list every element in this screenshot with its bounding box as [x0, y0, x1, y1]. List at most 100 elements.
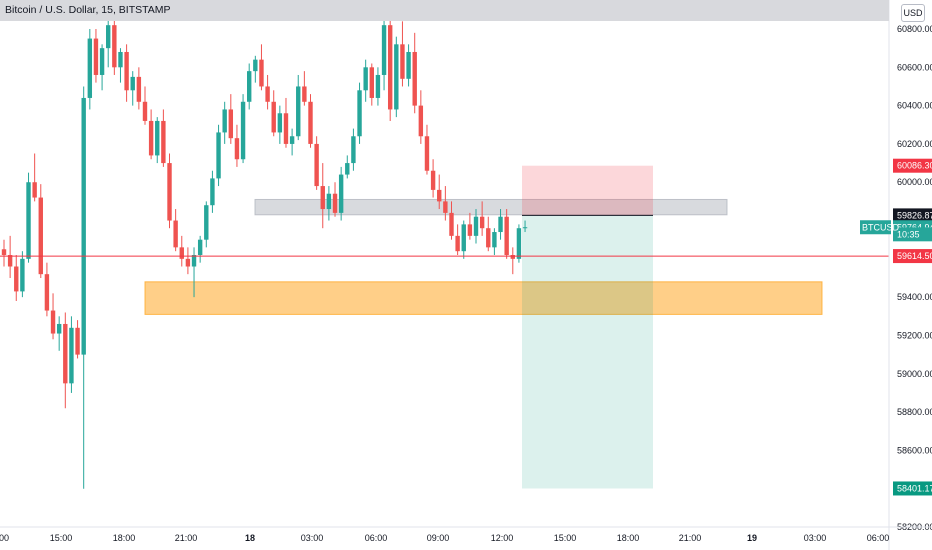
symbol-label-text: BTCUSD — [862, 222, 900, 232]
price-tick-label: 60800.00 — [897, 24, 932, 34]
candle-body — [461, 224, 466, 252]
candle-body — [479, 216, 485, 229]
time-tick-label: 21:00 — [175, 533, 198, 543]
price-tick-label: 60200.00 — [897, 139, 932, 149]
candle-body — [20, 258, 25, 292]
candle-body — [185, 258, 191, 267]
candle-body — [510, 255, 515, 259]
price-label-box — [893, 208, 932, 223]
candle-body — [320, 186, 325, 210]
price-axis[interactable]: 58200.0058400.0058600.0058800.0059000.00… — [888, 0, 932, 550]
candle-body — [369, 67, 374, 98]
candle-body — [492, 232, 497, 248]
price-label-text: 10:35 — [897, 229, 920, 239]
position-stop-zone[interactable] — [522, 165, 653, 216]
price-label-text: 59764.94 — [897, 222, 932, 232]
candle-body — [75, 327, 80, 355]
price-tick-label: 60000.00 — [897, 177, 932, 187]
candle-body — [222, 109, 227, 133]
currency-button[interactable]: USD — [901, 4, 925, 22]
candle-body — [363, 67, 368, 91]
candle-body — [443, 201, 448, 213]
price-tick-label: 59400.00 — [897, 292, 932, 302]
candle-body — [179, 247, 184, 259]
candle-body — [375, 74, 381, 98]
candle-body — [210, 178, 215, 206]
candle-body — [69, 327, 74, 384]
candle-body — [271, 101, 276, 133]
time-tick-label: 09:00 — [427, 533, 450, 543]
zones-layer — [144, 165, 823, 489]
candle-body — [32, 182, 37, 198]
candle-body — [400, 44, 405, 79]
price-label-text: 60086.30 — [897, 161, 932, 171]
candle-body — [314, 143, 319, 187]
time-tick-label: 15:00 — [50, 533, 73, 543]
time-tick-label: 21:00 — [679, 533, 702, 543]
candle-body — [265, 86, 270, 102]
candle-body — [118, 51, 123, 68]
candle-body — [455, 235, 460, 252]
candle-body — [7, 255, 13, 267]
candle-body — [326, 193, 332, 210]
candle-body — [412, 51, 417, 106]
candle-body — [81, 97, 86, 355]
candle-body — [418, 105, 424, 137]
resistance-zone[interactable] — [254, 198, 728, 216]
candle-body — [136, 76, 142, 102]
candle-body — [197, 239, 203, 256]
candle-body — [449, 212, 454, 236]
time-axis[interactable]: 00 15:00 18:00 21:00 18 03:00 06:00 09:00 12:00 1… — [0, 526, 932, 543]
time-tick-label: 06:00 — [867, 533, 890, 543]
price-tick-label: 60600.00 — [897, 62, 932, 72]
time-tick-label: 18 — [245, 533, 255, 543]
candle-body — [99, 48, 105, 75]
candle-body — [87, 38, 93, 98]
candle-body — [473, 216, 479, 236]
candle-body — [191, 255, 197, 267]
candle-body — [161, 120, 166, 164]
price-label-box — [893, 481, 932, 496]
candle-body — [204, 205, 209, 240]
candle-body — [406, 51, 411, 79]
candle-body — [357, 90, 362, 137]
candle-body — [394, 44, 399, 110]
candle-body — [516, 228, 522, 259]
price-label-text: 58401.17 — [897, 483, 932, 493]
candle-body — [430, 170, 436, 190]
time-tick-label: 18:00 — [617, 533, 640, 543]
candle-body — [504, 216, 509, 256]
candle-body — [289, 136, 295, 144]
candle-body — [167, 163, 172, 221]
symbol-title[interactable]: Bitcoin / U.S. Dollar, 15, BITSTAMP — [5, 4, 171, 16]
candles-layer — [1, 0, 528, 489]
candle-body — [522, 227, 528, 229]
candle-body — [302, 86, 307, 102]
candle-body — [387, 25, 393, 110]
candle-body — [1, 249, 7, 256]
price-label-box — [893, 227, 932, 242]
candle-body — [142, 101, 148, 121]
time-tick-label: 15:00 — [554, 533, 577, 543]
price-label-text: 59826.87 — [897, 210, 932, 220]
candle-body — [381, 25, 387, 75]
position-target-zone[interactable] — [522, 215, 653, 489]
candle-body — [130, 76, 135, 91]
price-tick-label: 59200.00 — [897, 330, 932, 340]
candle-body — [308, 101, 313, 144]
candle-body — [498, 216, 503, 233]
candle-body — [338, 174, 344, 213]
candle-body — [228, 109, 234, 139]
candle-body — [296, 86, 301, 137]
candle-body — [26, 182, 31, 259]
candle-body — [93, 38, 99, 75]
candle-body — [56, 323, 62, 334]
price-label-text: 59614.50 — [897, 251, 932, 261]
candle-body — [234, 138, 240, 160]
price-tick-label: 58800.00 — [897, 407, 932, 417]
support-zone[interactable] — [144, 281, 823, 315]
candle-body — [424, 136, 430, 171]
candle-body — [173, 220, 178, 248]
candle-body — [486, 228, 491, 248]
